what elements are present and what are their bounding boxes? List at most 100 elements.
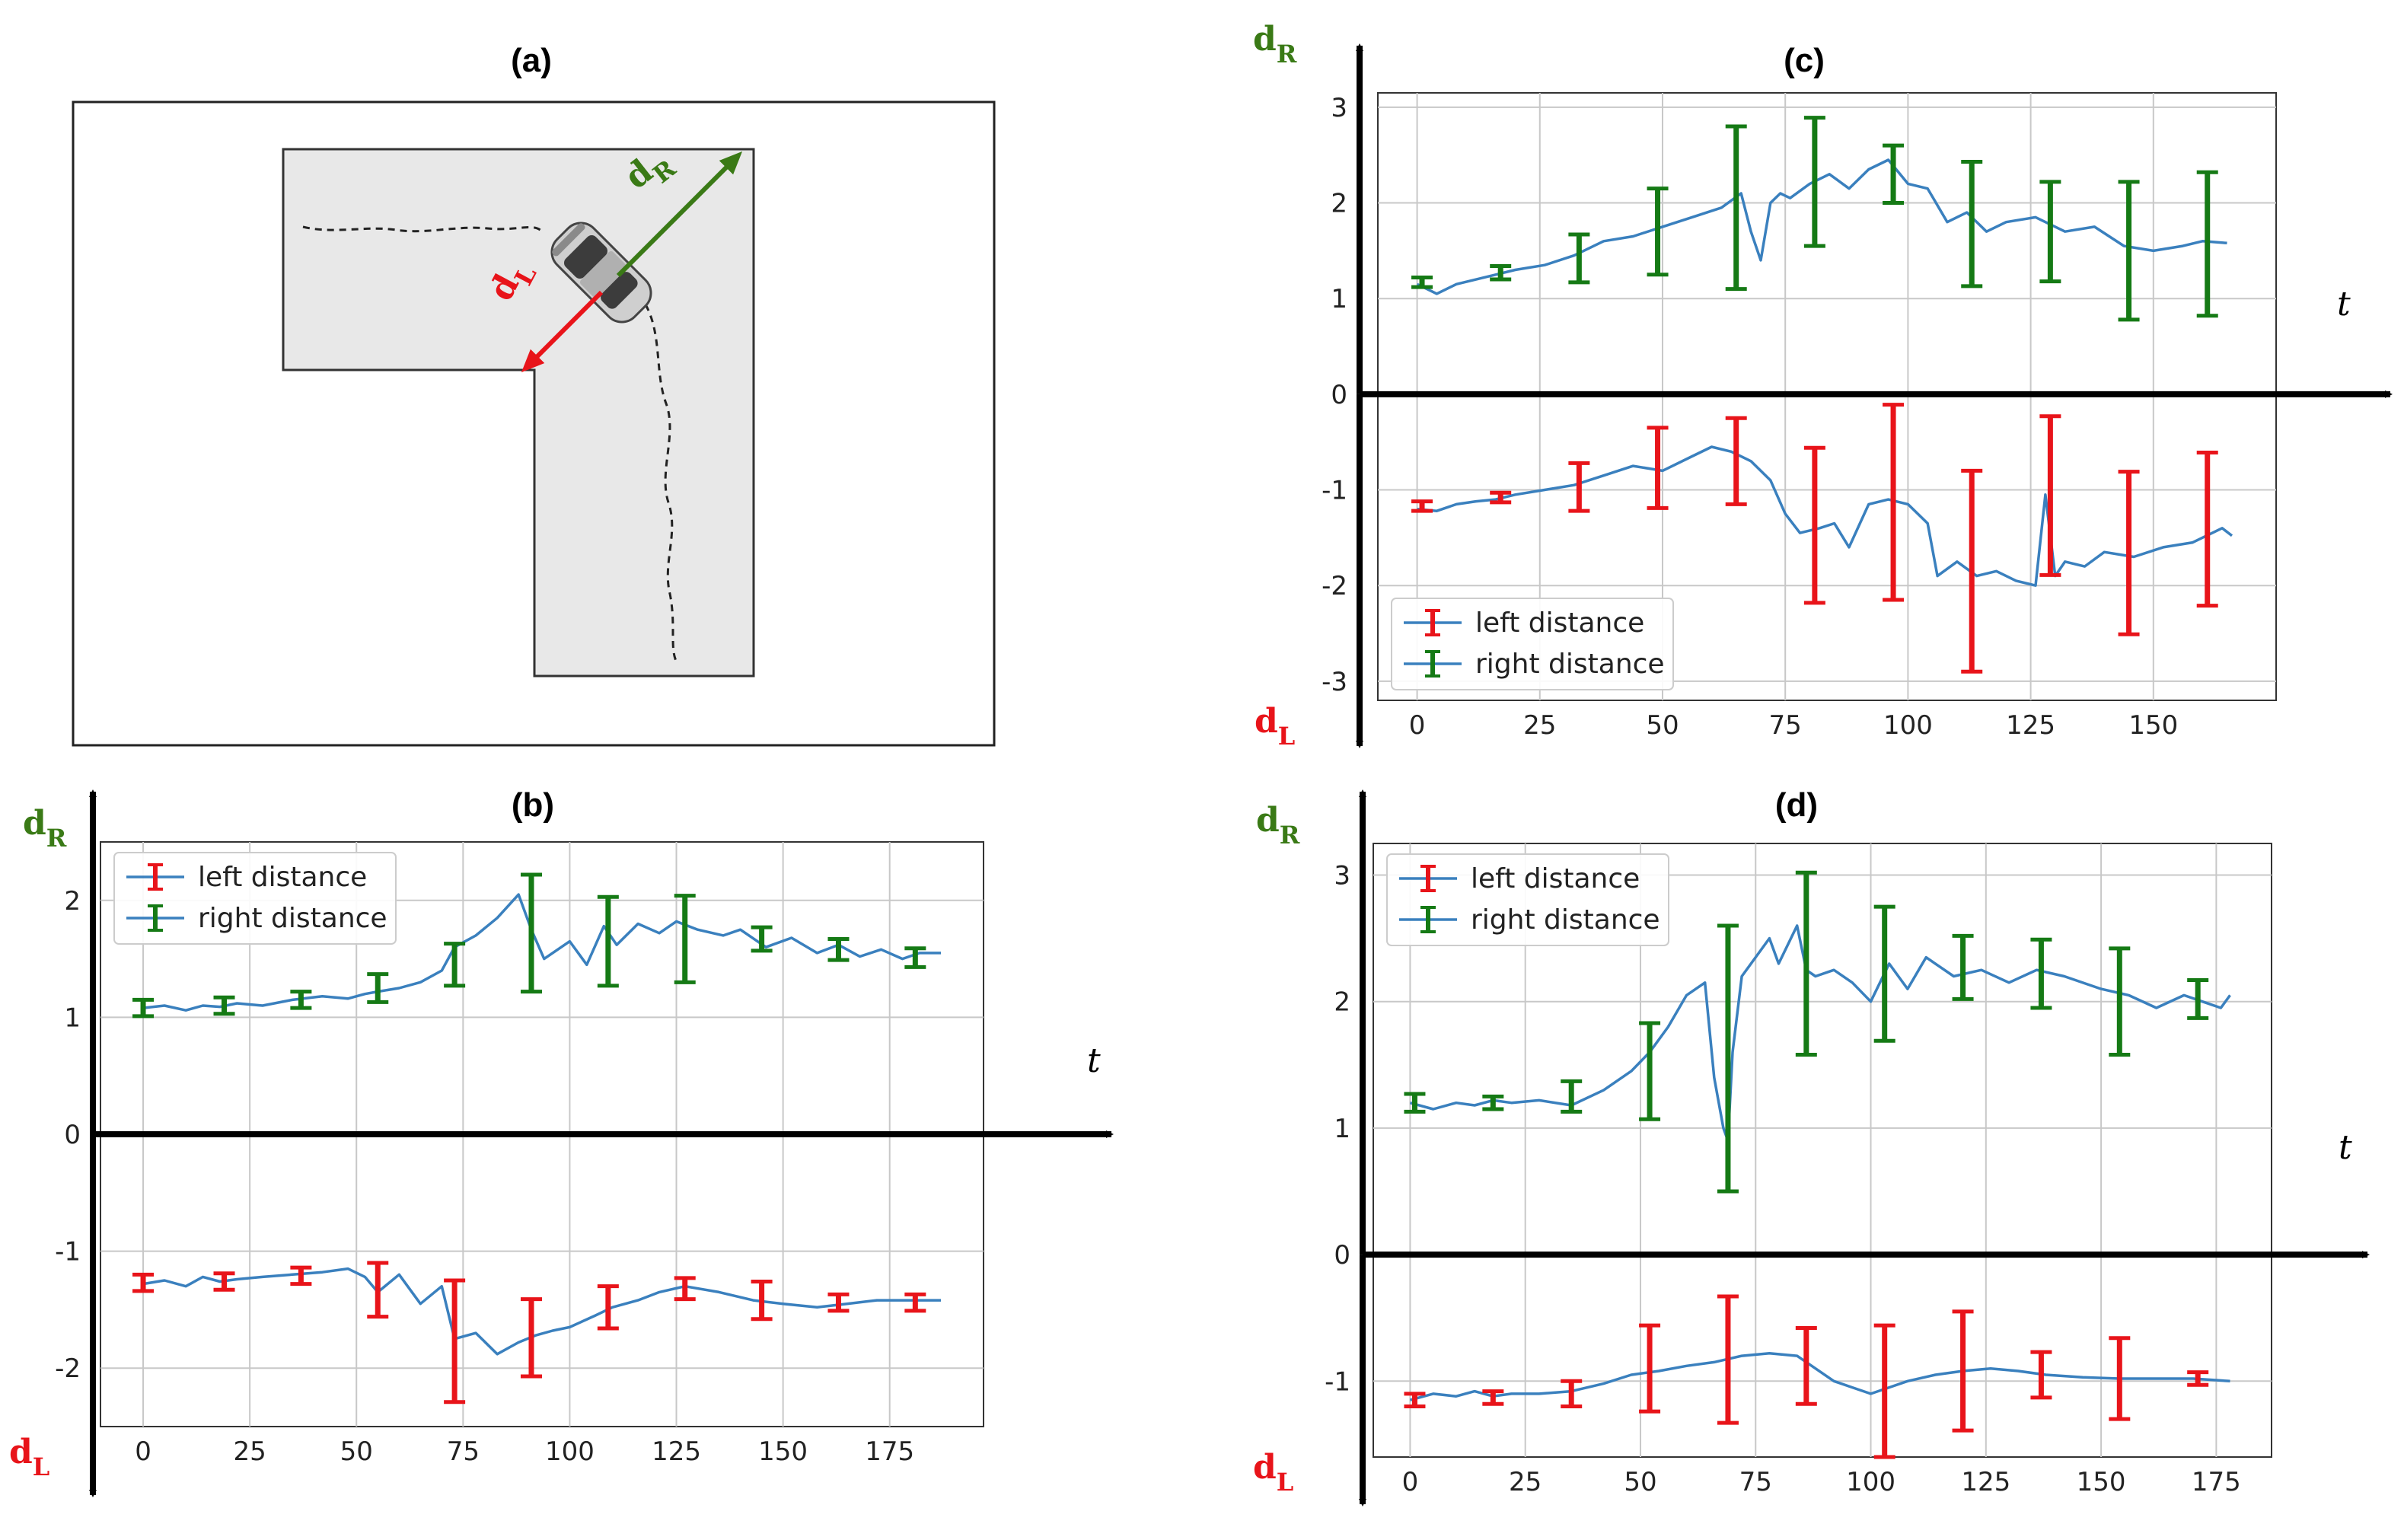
left-distance-errorbar [674,1276,696,1302]
legend-right-distance: right distance [1475,649,1665,680]
right-distance-errorbar [1561,1079,1583,1114]
right-distance-errorbar [1961,159,1983,289]
legend: left distance right distance [1386,853,1669,946]
right-distance-errorbar [2196,170,2218,318]
left-distance-errorbar [520,1297,542,1379]
left-distance-errorbar [1803,445,1825,605]
x-tick-label: 0 [1402,1467,1419,1497]
y-tick-label: 2 [1334,987,1350,1018]
x-tick-label: 125 [652,1436,701,1467]
left-distance-errorbar [1961,468,1983,674]
left-distance-errorbar [2039,414,2061,577]
left-distance-errorbar [1717,1294,1739,1425]
x-tick-label: 75 [1769,710,1802,741]
right-distance-errorbar [1482,1094,1504,1111]
left-distance-errorbar [1883,403,1905,602]
left-distance-errorbar [213,1271,235,1292]
left-distance-errorbar [1568,461,1590,513]
y-tick-label: -3 [1322,667,1347,697]
right-distance-errorbar [751,925,773,953]
left-distance-errorbar [2030,1350,2052,1400]
y-tick-label: 3 [1331,93,1347,123]
panel-b-title: (b) [512,786,554,824]
right-distance-errorbar [213,995,235,1016]
y-tick-label: 2 [1331,189,1347,219]
x-tick-label: 150 [758,1436,808,1467]
errorbar-layer [132,872,926,1404]
right-distance-errorbar [2109,946,2131,1057]
dL-axis-label: dL [1255,702,1295,751]
y-tick-label: -1 [1322,476,1347,506]
panel-c-title: (c) [1784,42,1825,79]
right-distance-errorbar [904,946,926,969]
left-distance-errorbar [2118,470,2140,636]
x-tick-label: 25 [234,1436,266,1467]
right-distance-errorbar [2030,937,2052,1010]
x-tick-label: 150 [2128,710,2178,741]
dR-axis-label: dR [1253,20,1297,69]
x-tick-label: 175 [2192,1467,2241,1497]
trajectory-after [644,304,678,662]
right-distance-errorbar [2118,180,2140,322]
right-distance-errorbar [1568,232,1590,285]
left-distance-errorbar [827,1292,850,1313]
legend-left-distance: left distance [198,862,367,893]
trajectory-before [302,225,544,233]
x-tick-label: 125 [1961,1467,2010,1497]
errorbar-layer [1404,870,2209,1459]
left-distance-errorbar [2196,451,2218,608]
x-tick-label: 25 [1523,710,1556,741]
dR-axis-label: dR [1256,801,1300,850]
right-distance-errorbar [444,942,466,988]
left-distance-errorbar [904,1292,926,1313]
dL-arrow [521,290,604,373]
y-tick-label: 0 [1334,1240,1350,1271]
left-distance-errorbar [132,1272,155,1293]
legend-right-distance: right distance [1471,904,1660,936]
y-tick-label: 1 [1331,284,1347,314]
left-distance-errorbar [597,1284,619,1331]
dR-axis-label: dR [23,804,67,853]
y-tick-label: -2 [1322,571,1347,601]
panel-d-title: (d) [1775,786,1818,824]
right-distance-line [1416,158,2227,295]
errorbar-layer [1411,116,2218,674]
y-tick-label: 2 [64,886,81,917]
left-distance-errorbar [2109,1336,2131,1421]
x-tick-label: 50 [1624,1467,1656,1497]
x-tick-label: 75 [1739,1467,1772,1497]
legend: left distance right distance [113,852,397,945]
right-distance-errorbar [132,997,155,1019]
left-distance-errorbar [751,1280,773,1322]
car-top-view-icon [550,222,652,324]
x-tick-label: 100 [1846,1467,1895,1497]
panel-d: (d) 0 25 50 75 100 125 150 175 -1 0 1 2 3 t dR dL le… [1253,786,2370,1507]
tick-layer: 0 25 50 75 100 125 150 175 -1 0 1 2 3 [1325,861,2241,1497]
left-distance-errorbar [2187,1370,2209,1387]
left-distance-errorbar [1411,499,1433,513]
x-tick-label: 175 [865,1436,914,1467]
dR-arrow [616,151,743,278]
x-tick-label: 100 [1883,710,1933,741]
x-tick-label: 75 [447,1436,480,1467]
left-distance-errorbar [1639,1323,1661,1414]
x-tick-label: 0 [1409,710,1426,741]
right-distance-errorbar [1647,187,1669,277]
panel-b: (b) 0 25 50 75 100 125 150 175 -2 -1 0 1 2 t dR dL l… [9,786,1114,1497]
left-distance-errorbar [1561,1379,1583,1409]
right-distance-errorbar [1639,1021,1661,1121]
right-distance-errorbar [1803,116,1825,248]
x-tick-label: 150 [2077,1467,2126,1497]
left-distance-errorbar [1725,416,1747,506]
y-tick-label: -2 [55,1353,81,1384]
y-tick-label: 1 [64,1003,81,1033]
left-distance-errorbar [1482,1389,1504,1406]
dL-axis-label: dL [1253,1448,1293,1497]
x-tick-label: 100 [545,1436,595,1467]
right-distance-errorbar [1411,276,1433,289]
right-distance-errorbar [290,990,312,1010]
y-tick-label: -1 [55,1237,81,1267]
right-distance-errorbar [1490,263,1512,282]
t-axis-label: t [2339,1128,2352,1167]
